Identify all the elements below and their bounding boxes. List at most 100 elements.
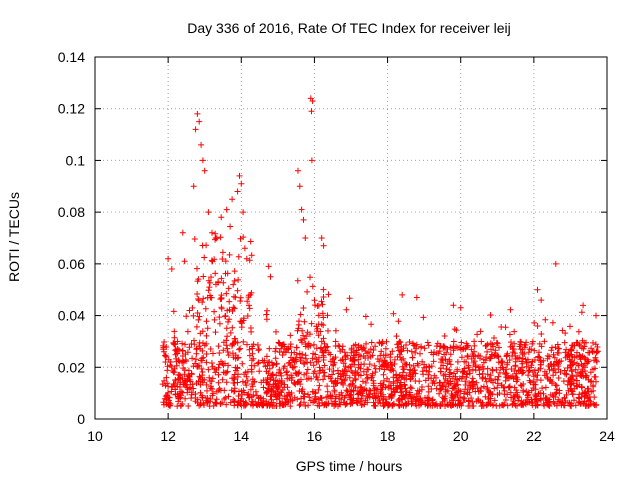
data-point: [416, 378, 423, 385]
data-point: [347, 394, 354, 401]
data-point: [531, 347, 538, 354]
x-tick-label: 16: [307, 428, 323, 444]
data-point: [464, 352, 471, 359]
data-point: [234, 287, 241, 294]
data-point: [442, 388, 449, 395]
data-point: [195, 297, 202, 304]
data-point: [325, 349, 332, 356]
data-point: [182, 341, 188, 348]
data-point: [216, 320, 223, 327]
data-point: [203, 340, 210, 347]
data-point: [544, 352, 551, 359]
data-point: [531, 367, 538, 374]
data-point: [321, 340, 328, 347]
data-point: [390, 310, 397, 317]
data-point: [206, 374, 213, 381]
data-point: [377, 400, 384, 407]
data-point: [302, 352, 309, 359]
data-point: [177, 394, 184, 401]
data-point: [162, 352, 168, 359]
data-point: [310, 341, 317, 348]
data-point: [310, 399, 317, 406]
data-point: [221, 396, 228, 402]
data-point: [526, 398, 533, 405]
data-point: [377, 352, 384, 359]
data-point: [223, 290, 230, 297]
data-point: [277, 370, 284, 377]
data-point: [550, 372, 557, 379]
data-point: [329, 371, 336, 378]
data-point: [485, 400, 492, 407]
data-point: [286, 359, 293, 366]
data-point: [391, 356, 398, 363]
x-tick-label: 24: [599, 428, 615, 444]
data-point: [260, 384, 267, 391]
data-point: [279, 352, 286, 358]
data-point: [509, 400, 516, 407]
data-point: [328, 395, 335, 402]
data-point: [199, 347, 206, 354]
data-point: [569, 388, 576, 395]
data-point: [315, 321, 322, 328]
data-point: [377, 390, 384, 397]
data-point: [408, 385, 415, 392]
data-point: [256, 346, 262, 353]
data-point: [225, 352, 232, 359]
data-point: [317, 345, 324, 352]
data-point: [370, 380, 377, 387]
data-point: [291, 394, 298, 401]
data-point: [492, 347, 499, 354]
data-point: [246, 305, 253, 312]
data-point: [533, 395, 540, 402]
data-point: [493, 353, 500, 360]
x-tick-label: 10: [87, 428, 103, 444]
data-point: [374, 356, 381, 362]
data-point: [450, 302, 457, 309]
data-point: [484, 348, 491, 355]
data-point: [363, 340, 369, 347]
data-point: [354, 399, 361, 406]
data-point: [358, 384, 365, 391]
data-point: [171, 328, 178, 335]
data-point: [436, 348, 443, 355]
data-point: [272, 355, 279, 362]
y-tick-label: 0.02: [58, 359, 85, 375]
data-point: [517, 366, 524, 373]
data-point: [396, 395, 403, 402]
data-point: [465, 398, 472, 405]
data-point: [587, 398, 594, 405]
data-point: [537, 377, 544, 384]
data-point: [555, 350, 562, 356]
data-point: [342, 376, 349, 383]
data-point: [368, 339, 375, 346]
data-point: [165, 255, 172, 262]
data-point: [465, 403, 472, 409]
data-point: [176, 384, 183, 390]
data-point: [193, 323, 200, 330]
data-point: [449, 375, 456, 382]
data-point: [309, 283, 316, 290]
data-point: [226, 316, 233, 323]
data-points: [159, 95, 601, 410]
data-point: [538, 297, 545, 304]
x-axis-label: GPS time / hours: [296, 458, 403, 474]
data-point: [219, 256, 226, 262]
data-point: [317, 367, 324, 374]
data-point: [431, 372, 438, 379]
data-point: [335, 370, 342, 377]
data-point: [237, 294, 244, 301]
data-point: [579, 384, 585, 391]
data-point: [273, 328, 279, 335]
data-point: [553, 386, 560, 393]
data-point: [271, 391, 277, 398]
data-point: [193, 345, 200, 352]
data-point: [516, 354, 523, 361]
data-point: [402, 400, 409, 407]
data-point: [243, 255, 250, 262]
data-point: [302, 403, 309, 409]
data-point: [420, 314, 427, 321]
data-point: [318, 395, 325, 402]
data-point: [443, 365, 450, 372]
data-point: [298, 376, 304, 383]
data-point: [530, 373, 537, 380]
